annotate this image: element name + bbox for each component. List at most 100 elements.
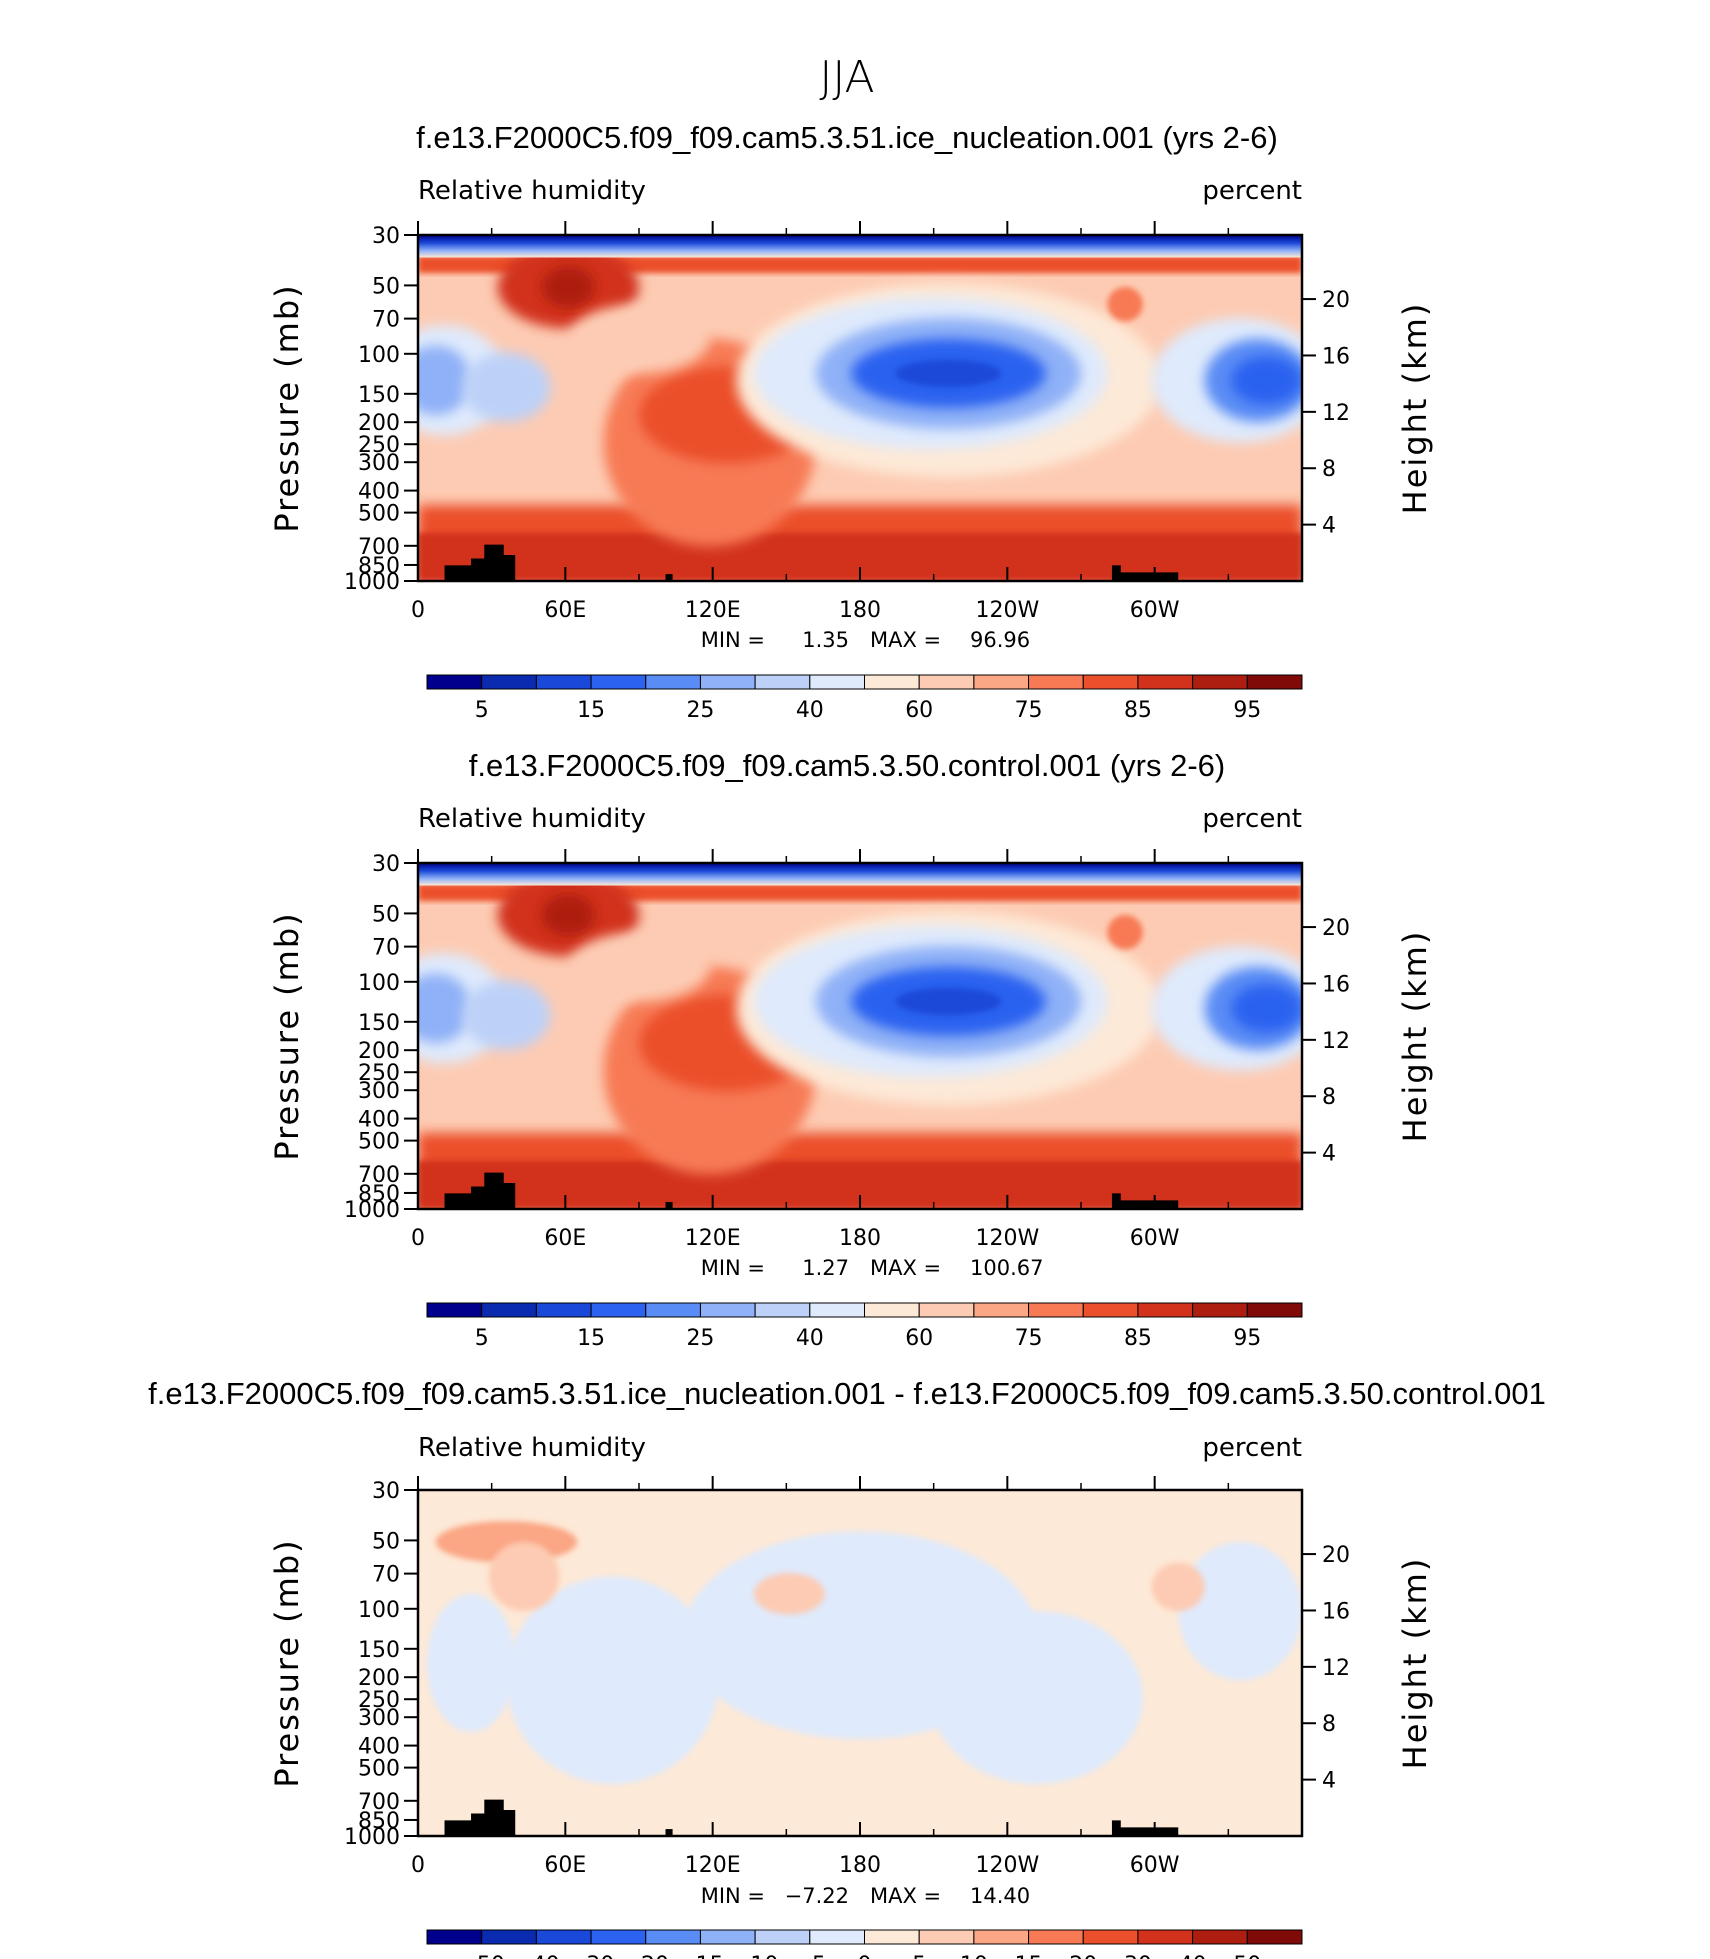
y-tick-label: 70 <box>372 308 400 333</box>
terrain-small <box>665 1202 673 1209</box>
colorbar-swatch <box>809 1302 865 1318</box>
y2-tick-label: 12 <box>1322 1656 1350 1681</box>
contour-region <box>541 266 595 308</box>
y-tick-label: 850 <box>358 554 400 579</box>
colorbar-swatch <box>645 1929 701 1945</box>
colorbar-label: 60 <box>905 1326 933 1351</box>
contour-region <box>426 1593 516 1733</box>
terrain-tibet <box>444 1799 516 1836</box>
colorbar-label: 50 <box>1233 1953 1261 1959</box>
panel-title: f.e13.F2000C5.f09_f09.cam5.3.50.control.… <box>469 748 1226 783</box>
y-tick-label: 400 <box>358 1108 400 1133</box>
y2-axis-title: Height (km) <box>1396 302 1434 515</box>
colorbar-swatch <box>1082 1929 1139 1945</box>
colorbar-swatch <box>1246 674 1303 690</box>
y-tick-label: 50 <box>372 1529 400 1554</box>
x-tick-label: 180 <box>839 598 881 623</box>
colorbar-swatch <box>809 1929 865 1945</box>
x-tick-label: 120W <box>975 1853 1039 1878</box>
y2-tick-label: 16 <box>1322 1599 1350 1624</box>
colorbar-label: 40 <box>1179 1953 1207 1959</box>
x-tick-label: 120W <box>975 598 1039 623</box>
x-tick-label: 180 <box>839 1853 881 1878</box>
colorbar-swatch <box>864 1929 920 1945</box>
colorbar-swatch <box>918 1302 975 1318</box>
contour-region <box>1107 286 1143 322</box>
colorbar-label: 15 <box>577 1326 605 1351</box>
y-tick-label: 250 <box>358 1061 400 1086</box>
colorbar-label: −20 <box>623 1953 669 1959</box>
colorbar-swatch <box>426 1929 483 1945</box>
panel-title: f.e13.F2000C5.f09_f09.cam5.3.51.ice_nucl… <box>148 1376 1546 1411</box>
y-tick-label: 70 <box>372 1563 400 1588</box>
colorbar-swatch <box>645 674 701 690</box>
contour-field <box>418 1490 1302 1836</box>
y2-tick-label: 20 <box>1322 1543 1350 1568</box>
colorbar-label: 40 <box>796 1326 824 1351</box>
x-tick-label: 60E <box>544 598 586 623</box>
colorbar-swatch <box>699 1302 756 1318</box>
colorbar-label: 5 <box>912 1953 926 1959</box>
colorbar-swatch <box>973 674 1030 690</box>
contour-region <box>1178 1541 1302 1681</box>
contour-region <box>1107 914 1143 950</box>
colorbar-swatch <box>973 1929 1030 1945</box>
y-tick-label: 300 <box>358 451 400 476</box>
y-tick-label: 400 <box>358 480 400 505</box>
chart-panel-3: f.e13.F2000C5.f09_f09.cam5.3.51.ice_nucl… <box>148 1376 1546 1959</box>
colorbar-swatch <box>699 674 756 690</box>
terrain-small <box>665 1829 673 1836</box>
colorbar-label: 15 <box>577 698 605 723</box>
colorbar-swatch <box>1082 674 1139 690</box>
max-label: MAX = <box>870 1256 941 1280</box>
colorbar-swatch <box>1028 1929 1084 1945</box>
colorbar-swatch <box>481 1302 537 1318</box>
colorbar-swatch <box>699 1929 756 1945</box>
colorbar-swatch <box>1137 1929 1194 1945</box>
max-label: MAX = <box>870 1884 941 1908</box>
x-tick-label: 60W <box>1130 1853 1180 1878</box>
contour-region <box>1151 1562 1205 1612</box>
colorbar: −50−40−30−20−15−10−505101520304050 <box>426 1929 1303 1959</box>
colorbar-label: 95 <box>1233 698 1261 723</box>
y2-axis-title: Height (km) <box>1396 930 1434 1143</box>
y2-tick-label: 20 <box>1322 288 1350 313</box>
y-tick-label: 50 <box>372 902 400 927</box>
y-tick-label: 850 <box>358 1809 400 1834</box>
max-value: 14.40 <box>970 1884 1030 1908</box>
y2-tick-label: 4 <box>1322 1142 1336 1167</box>
colorbar-label: −50 <box>458 1953 504 1959</box>
colorbar-swatch <box>864 674 920 690</box>
y-tick-label: 250 <box>358 433 400 458</box>
y-axis-title: Pressure (mb) <box>268 283 306 532</box>
y2-axis-title: Height (km) <box>1396 1557 1434 1770</box>
max-value: 96.96 <box>970 628 1030 652</box>
colorbar-swatch <box>481 1929 537 1945</box>
x-tick-label: 60W <box>1130 598 1180 623</box>
colorbar-label: 25 <box>686 698 714 723</box>
x-tick-label: 0 <box>411 598 425 623</box>
colorbar-swatch <box>754 674 811 690</box>
contour-region <box>418 345 472 415</box>
chart-panel-2: f.e13.F2000C5.f09_f09.cam5.3.50.control.… <box>268 748 1434 1351</box>
y-tick-label: 50 <box>372 274 400 299</box>
contour-region <box>488 1541 560 1612</box>
colorbar-swatch <box>1246 1929 1303 1945</box>
variable-label: Relative humidity <box>418 176 646 206</box>
colorbar-label: 5 <box>475 698 489 723</box>
colorbar-swatch <box>535 1302 592 1318</box>
terrain-small <box>665 574 673 581</box>
y-tick-label: 100 <box>358 343 400 368</box>
colorbar-label: 85 <box>1124 698 1152 723</box>
y-tick-label: 1000 <box>344 1198 400 1223</box>
x-tick-label: 120E <box>685 1853 741 1878</box>
colorbar-swatch <box>535 1929 592 1945</box>
contour-region <box>568 304 710 374</box>
contour-region <box>895 359 1002 388</box>
colorbar-swatch <box>754 1929 811 1945</box>
units-label: percent <box>1202 1433 1302 1463</box>
colorbar-label: 30 <box>1124 1953 1152 1959</box>
x-tick-label: 0 <box>411 1853 425 1878</box>
contour-region <box>418 973 472 1043</box>
